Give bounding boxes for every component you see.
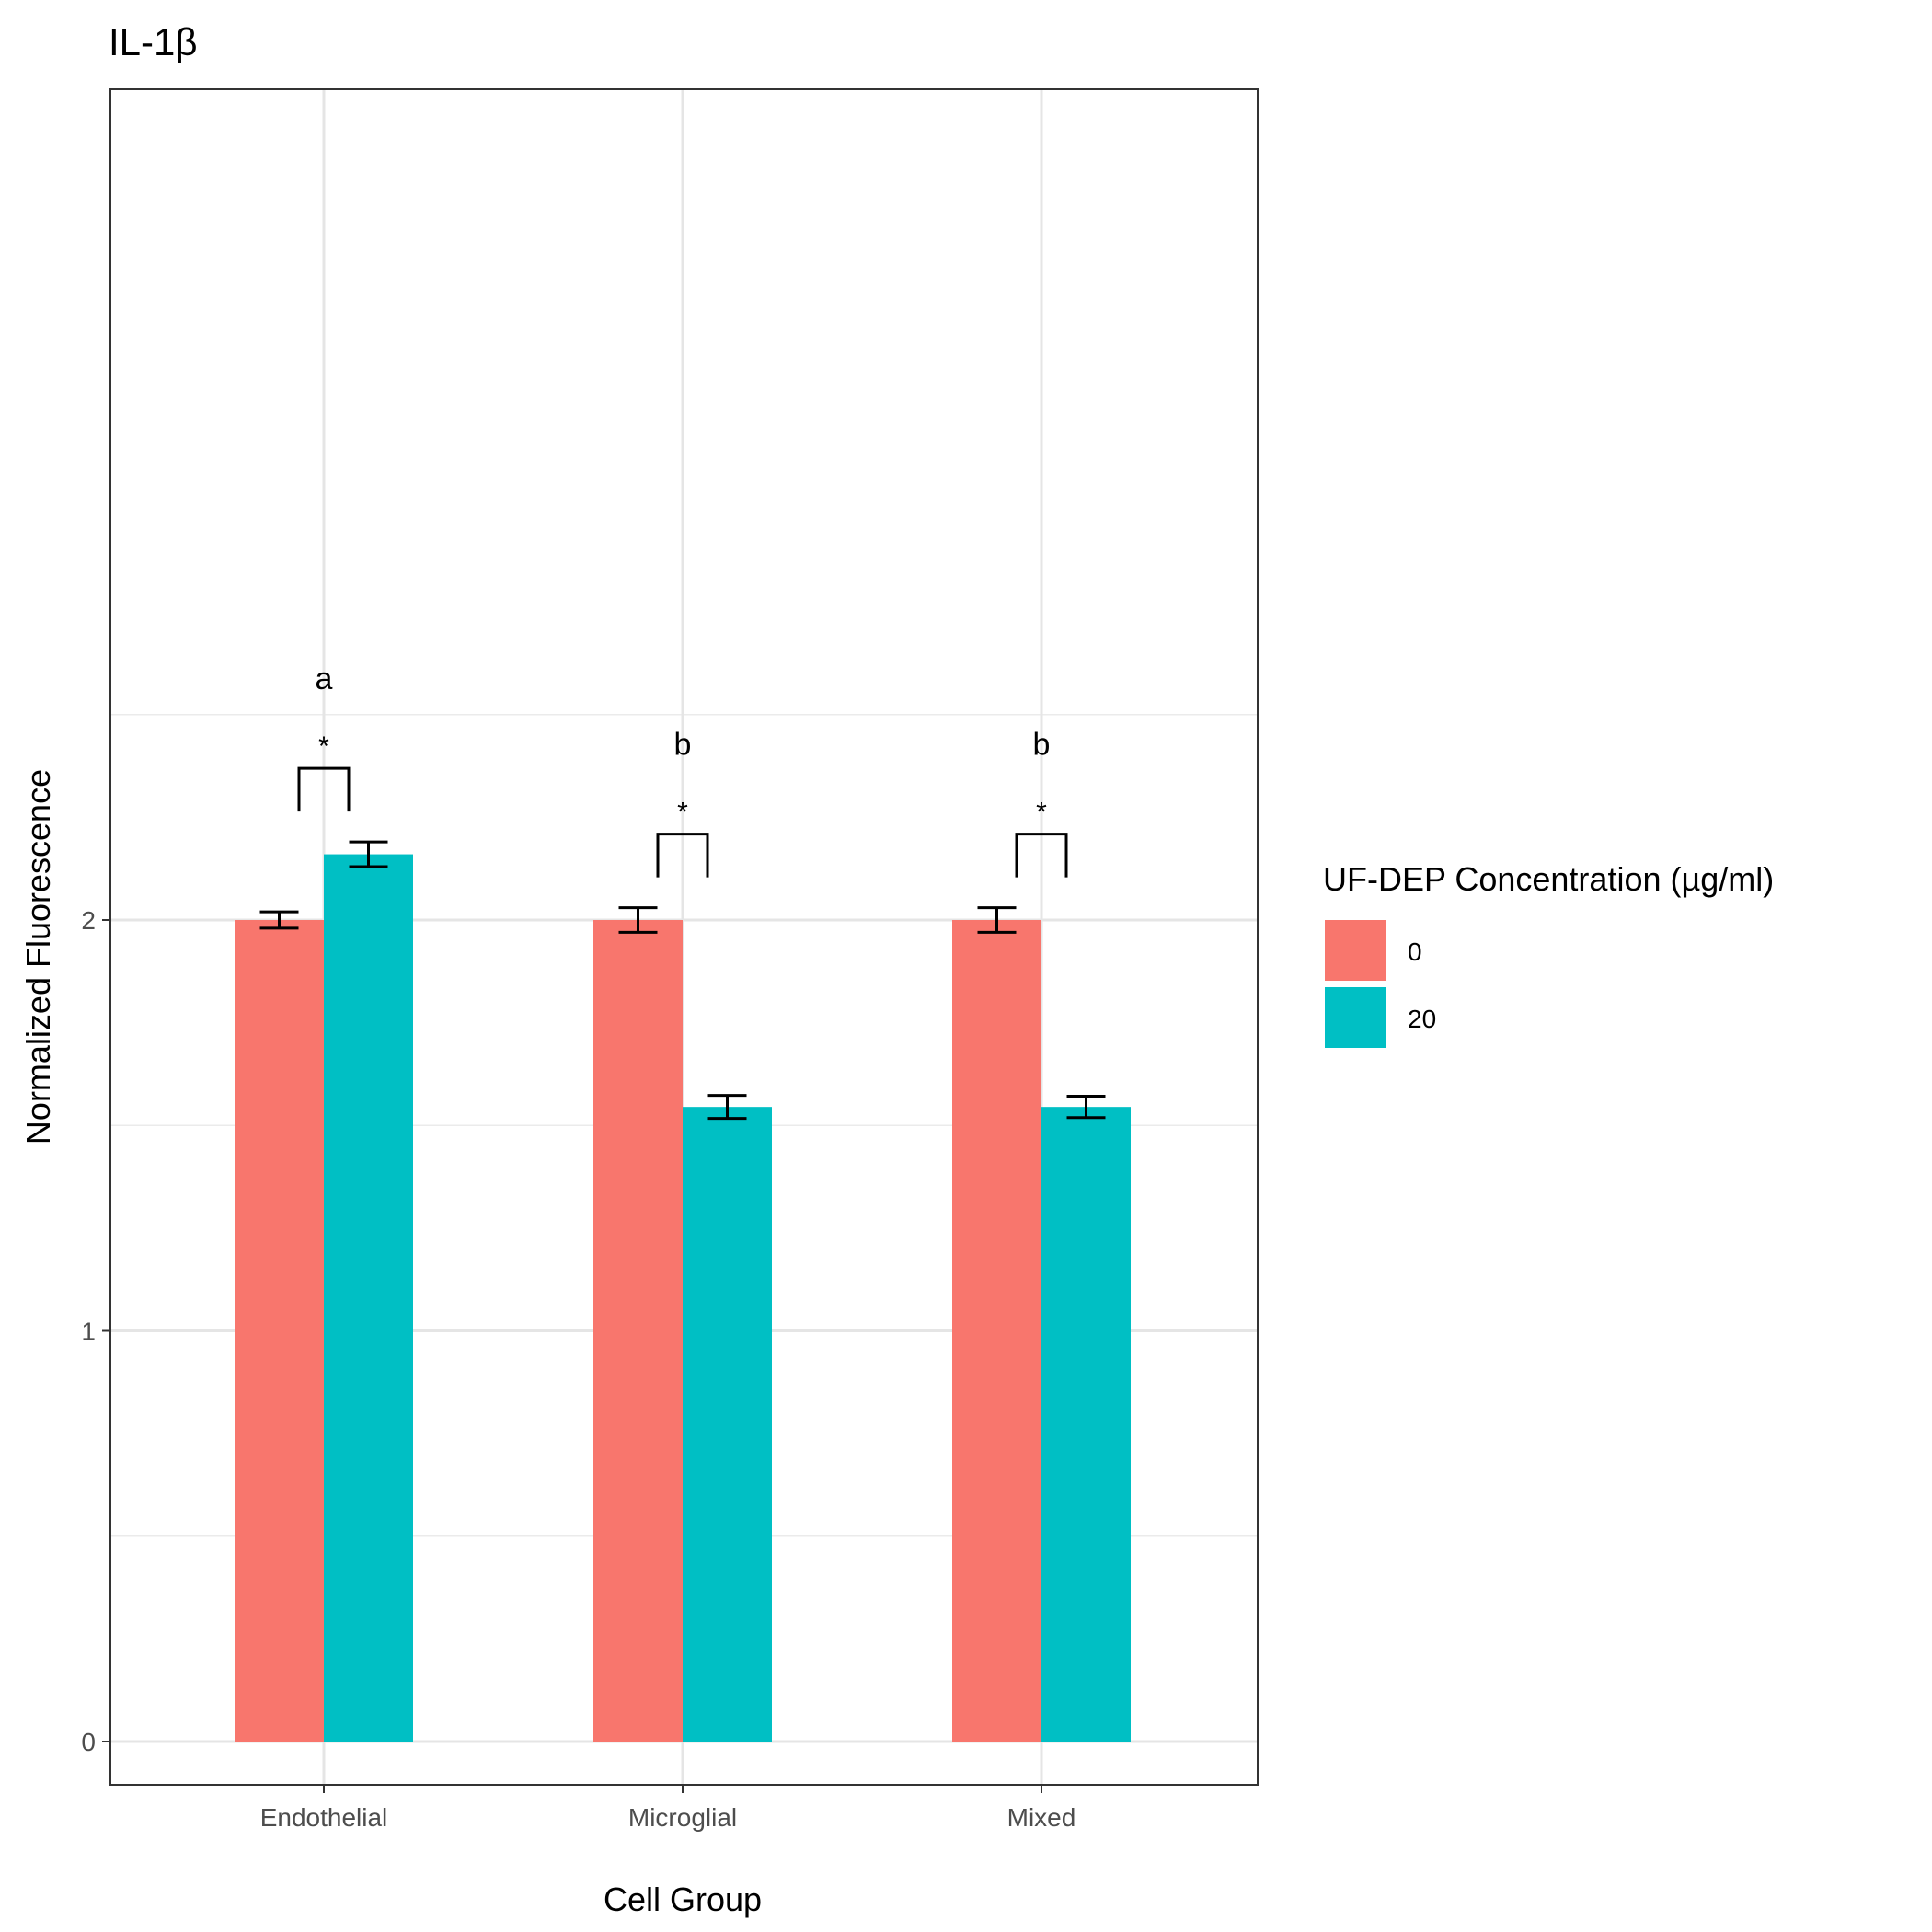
bracket-line: [656, 833, 709, 878]
bar: [1041, 1107, 1131, 1742]
error-bar: [259, 910, 299, 930]
significance-bracket: *b: [1015, 728, 1068, 878]
legend-key: [1325, 920, 1386, 981]
error-bar: [349, 840, 388, 868]
group-letter: b: [674, 728, 692, 763]
group-letter: a: [316, 661, 333, 696]
panel-border: [109, 88, 1259, 1786]
plot-panel: *a*b*b: [109, 88, 1259, 1786]
error-bar: [977, 906, 1017, 934]
significance-star: *: [1036, 798, 1047, 828]
significance-bracket: *b: [656, 728, 709, 878]
significance-bracket: *a: [297, 661, 351, 812]
legend-label: 0: [1408, 937, 1422, 966]
bar: [593, 920, 683, 1742]
bar: [683, 1107, 772, 1742]
y-tick-label: 2: [81, 906, 96, 935]
bar: [952, 920, 1041, 1742]
y-axis-title: Normalized Fluorescence: [19, 769, 57, 1144]
legend-key: [1325, 987, 1386, 1048]
x-tick-label: Mixed: [1007, 1803, 1076, 1832]
bracket-line: [1015, 833, 1068, 878]
group-letter: b: [1033, 728, 1051, 763]
y-tick-label: 1: [81, 1317, 96, 1346]
legend-label: 20: [1408, 1005, 1436, 1033]
chart-title: IL-1β: [109, 20, 198, 63]
error-bar: [707, 1094, 747, 1121]
bar: [235, 920, 324, 1742]
error-bar: [618, 906, 658, 934]
legend-title: UF-DEP Concentration (µg/ml): [1323, 860, 1774, 898]
y-tick-label: 0: [81, 1728, 96, 1756]
bracket-line: [297, 766, 351, 812]
x-axis-title: Cell Group: [604, 1880, 762, 1918]
significance-star: *: [318, 731, 329, 762]
significance-star: *: [677, 798, 688, 828]
legend: UF-DEP Concentration (µg/ml) 0 20: [1323, 860, 1774, 1048]
error-bar: [1066, 1095, 1106, 1120]
x-tick-label: Endothelial: [260, 1803, 388, 1832]
x-tick-label: Microglial: [628, 1803, 737, 1832]
bar: [324, 854, 413, 1742]
